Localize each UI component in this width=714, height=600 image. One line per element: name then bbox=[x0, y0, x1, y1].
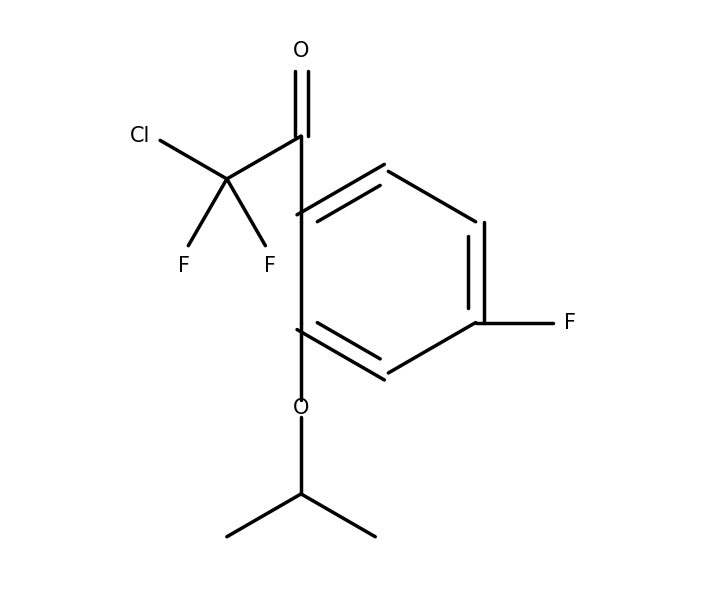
Text: F: F bbox=[564, 313, 576, 332]
Text: Cl: Cl bbox=[130, 126, 150, 146]
Text: O: O bbox=[293, 41, 309, 61]
Text: F: F bbox=[263, 256, 276, 275]
Text: O: O bbox=[293, 398, 309, 418]
Text: F: F bbox=[178, 256, 190, 275]
